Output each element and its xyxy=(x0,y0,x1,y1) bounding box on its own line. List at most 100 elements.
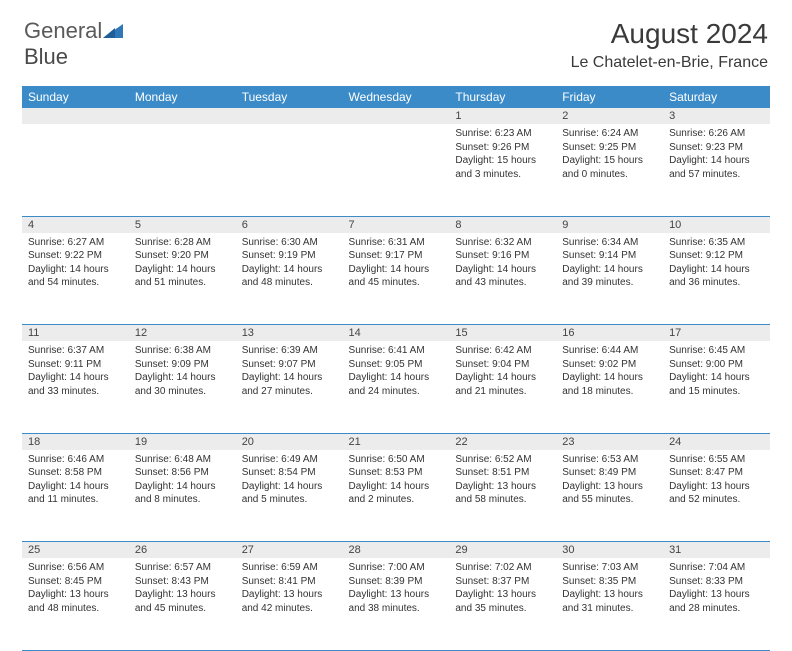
day-header: Wednesday xyxy=(343,86,450,108)
sunset-text: Sunset: 8:53 PM xyxy=(349,466,444,480)
sunset-text: Sunset: 8:43 PM xyxy=(135,575,230,589)
daylight-text: Daylight: 13 hours and 58 minutes. xyxy=(455,480,550,507)
day-details: Sunrise: 6:50 AMSunset: 8:53 PMDaylight:… xyxy=(343,450,450,511)
day-number xyxy=(343,108,450,112)
sunset-text: Sunset: 9:12 PM xyxy=(669,249,764,263)
day-cell: Sunrise: 6:38 AMSunset: 9:09 PMDaylight:… xyxy=(129,341,236,433)
day-cell: Sunrise: 6:28 AMSunset: 9:20 PMDaylight:… xyxy=(129,233,236,325)
day-number xyxy=(129,108,236,112)
day-details: Sunrise: 6:42 AMSunset: 9:04 PMDaylight:… xyxy=(449,341,556,402)
daylight-text: Daylight: 14 hours and 39 minutes. xyxy=(562,263,657,290)
sunrise-text: Sunrise: 6:26 AM xyxy=(669,127,764,141)
sunset-text: Sunset: 9:26 PM xyxy=(455,141,550,155)
day-cell xyxy=(343,124,450,216)
sunrise-text: Sunrise: 7:03 AM xyxy=(562,561,657,575)
day-number-cell: 19 xyxy=(129,433,236,450)
daylight-text: Daylight: 13 hours and 28 minutes. xyxy=(669,588,764,615)
day-number: 16 xyxy=(556,325,663,341)
sunset-text: Sunset: 8:37 PM xyxy=(455,575,550,589)
day-number: 8 xyxy=(449,217,556,233)
day-number: 12 xyxy=(129,325,236,341)
brand-part2: Blue xyxy=(24,44,68,69)
day-number-cell: 15 xyxy=(449,325,556,342)
day-cell: Sunrise: 6:42 AMSunset: 9:04 PMDaylight:… xyxy=(449,341,556,433)
sunset-text: Sunset: 9:07 PM xyxy=(242,358,337,372)
day-details: Sunrise: 6:45 AMSunset: 9:00 PMDaylight:… xyxy=(663,341,770,402)
sunrise-text: Sunrise: 6:57 AM xyxy=(135,561,230,575)
day-cell: Sunrise: 7:04 AMSunset: 8:33 PMDaylight:… xyxy=(663,558,770,650)
daylight-text: Daylight: 13 hours and 42 minutes. xyxy=(242,588,337,615)
day-details: Sunrise: 6:32 AMSunset: 9:16 PMDaylight:… xyxy=(449,233,556,294)
sunrise-text: Sunrise: 6:27 AM xyxy=(28,236,123,250)
day-cell: Sunrise: 6:49 AMSunset: 8:54 PMDaylight:… xyxy=(236,450,343,542)
week-number-row: 45678910 xyxy=(22,216,770,233)
day-number-cell xyxy=(343,108,450,124)
day-cell: Sunrise: 6:39 AMSunset: 9:07 PMDaylight:… xyxy=(236,341,343,433)
day-details: Sunrise: 6:31 AMSunset: 9:17 PMDaylight:… xyxy=(343,233,450,294)
week-content-row: Sunrise: 6:46 AMSunset: 8:58 PMDaylight:… xyxy=(22,450,770,542)
day-number: 27 xyxy=(236,542,343,558)
sunrise-text: Sunrise: 6:38 AM xyxy=(135,344,230,358)
sunrise-text: Sunrise: 6:42 AM xyxy=(455,344,550,358)
day-number-cell: 11 xyxy=(22,325,129,342)
day-cell: Sunrise: 6:59 AMSunset: 8:41 PMDaylight:… xyxy=(236,558,343,650)
sunset-text: Sunset: 9:11 PM xyxy=(28,358,123,372)
day-number: 28 xyxy=(343,542,450,558)
day-number-cell: 14 xyxy=(343,325,450,342)
sunset-text: Sunset: 9:17 PM xyxy=(349,249,444,263)
day-details: Sunrise: 6:46 AMSunset: 8:58 PMDaylight:… xyxy=(22,450,129,511)
sunrise-text: Sunrise: 6:44 AM xyxy=(562,344,657,358)
day-number: 2 xyxy=(556,108,663,124)
calendar-table: Sunday Monday Tuesday Wednesday Thursday… xyxy=(22,86,770,651)
daylight-text: Daylight: 14 hours and 2 minutes. xyxy=(349,480,444,507)
sunrise-text: Sunrise: 6:45 AM xyxy=(669,344,764,358)
day-details: Sunrise: 6:44 AMSunset: 9:02 PMDaylight:… xyxy=(556,341,663,402)
day-cell: Sunrise: 6:44 AMSunset: 9:02 PMDaylight:… xyxy=(556,341,663,433)
day-number: 5 xyxy=(129,217,236,233)
daylight-text: Daylight: 14 hours and 43 minutes. xyxy=(455,263,550,290)
day-cell: Sunrise: 6:34 AMSunset: 9:14 PMDaylight:… xyxy=(556,233,663,325)
day-details: Sunrise: 6:34 AMSunset: 9:14 PMDaylight:… xyxy=(556,233,663,294)
day-header: Monday xyxy=(129,86,236,108)
day-details: Sunrise: 6:39 AMSunset: 9:07 PMDaylight:… xyxy=(236,341,343,402)
day-number-cell: 10 xyxy=(663,216,770,233)
sunrise-text: Sunrise: 6:39 AM xyxy=(242,344,337,358)
day-number-cell: 2 xyxy=(556,108,663,124)
sunset-text: Sunset: 9:23 PM xyxy=(669,141,764,155)
day-number: 20 xyxy=(236,434,343,450)
day-number: 17 xyxy=(663,325,770,341)
sunset-text: Sunset: 9:05 PM xyxy=(349,358,444,372)
sunrise-text: Sunrise: 6:52 AM xyxy=(455,453,550,467)
day-number-cell: 6 xyxy=(236,216,343,233)
sunset-text: Sunset: 8:49 PM xyxy=(562,466,657,480)
sunset-text: Sunset: 9:14 PM xyxy=(562,249,657,263)
day-header: Tuesday xyxy=(236,86,343,108)
daylight-text: Daylight: 13 hours and 52 minutes. xyxy=(669,480,764,507)
sunset-text: Sunset: 9:04 PM xyxy=(455,358,550,372)
day-number: 7 xyxy=(343,217,450,233)
day-cell: Sunrise: 6:31 AMSunset: 9:17 PMDaylight:… xyxy=(343,233,450,325)
sunrise-text: Sunrise: 6:34 AM xyxy=(562,236,657,250)
day-details: Sunrise: 6:52 AMSunset: 8:51 PMDaylight:… xyxy=(449,450,556,511)
day-cell: Sunrise: 6:41 AMSunset: 9:05 PMDaylight:… xyxy=(343,341,450,433)
day-number-cell: 1 xyxy=(449,108,556,124)
sunrise-text: Sunrise: 7:00 AM xyxy=(349,561,444,575)
sunset-text: Sunset: 8:47 PM xyxy=(669,466,764,480)
day-number: 24 xyxy=(663,434,770,450)
sunset-text: Sunset: 8:56 PM xyxy=(135,466,230,480)
sunrise-text: Sunrise: 6:23 AM xyxy=(455,127,550,141)
day-number-cell: 17 xyxy=(663,325,770,342)
day-header: Thursday xyxy=(449,86,556,108)
day-cell: Sunrise: 7:03 AMSunset: 8:35 PMDaylight:… xyxy=(556,558,663,650)
week-number-row: 18192021222324 xyxy=(22,433,770,450)
day-number: 15 xyxy=(449,325,556,341)
daylight-text: Daylight: 13 hours and 55 minutes. xyxy=(562,480,657,507)
day-number-cell: 30 xyxy=(556,542,663,559)
sunset-text: Sunset: 8:33 PM xyxy=(669,575,764,589)
sunset-text: Sunset: 9:20 PM xyxy=(135,249,230,263)
day-cell: Sunrise: 6:52 AMSunset: 8:51 PMDaylight:… xyxy=(449,450,556,542)
day-number-cell: 29 xyxy=(449,542,556,559)
day-details: Sunrise: 6:37 AMSunset: 9:11 PMDaylight:… xyxy=(22,341,129,402)
day-details: Sunrise: 6:41 AMSunset: 9:05 PMDaylight:… xyxy=(343,341,450,402)
day-details: Sunrise: 6:27 AMSunset: 9:22 PMDaylight:… xyxy=(22,233,129,294)
